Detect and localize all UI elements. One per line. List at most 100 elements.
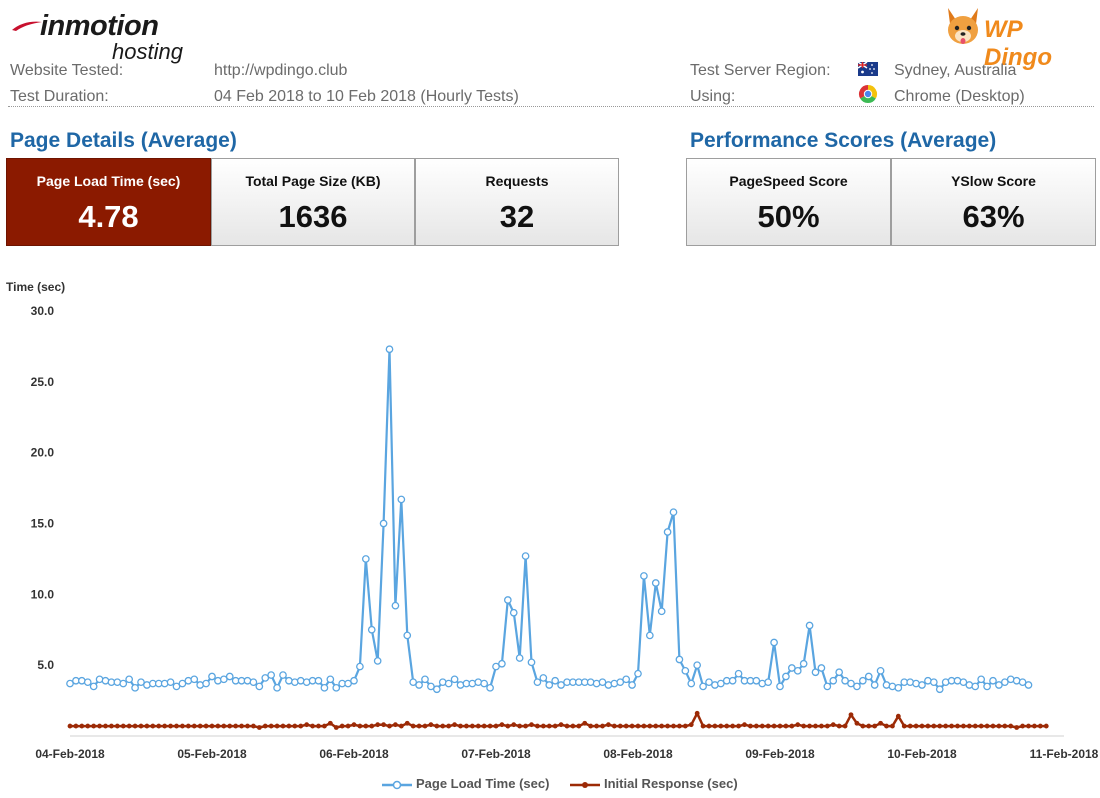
data-point-initial-response	[606, 722, 611, 728]
data-point-initial-response	[268, 723, 274, 729]
data-point-initial-response	[381, 722, 386, 728]
data-point-page-load	[515, 654, 524, 662]
data-point-initial-response	[801, 723, 807, 729]
data-point-initial-response	[854, 720, 860, 726]
data-point-page-load	[657, 607, 666, 616]
data-point-page-load	[391, 601, 400, 610]
data-point-initial-response	[742, 722, 747, 728]
data-point-page-load	[983, 682, 991, 691]
data-point-initial-response	[540, 723, 546, 729]
data-point-initial-response	[73, 723, 79, 729]
data-point-initial-response	[487, 723, 493, 729]
data-point-initial-response	[233, 723, 239, 729]
data-point-initial-response	[416, 723, 422, 729]
data-point-page-load	[509, 608, 518, 617]
data-point-initial-response	[434, 723, 440, 729]
data-point-page-load	[935, 685, 944, 694]
data-point-page-load	[918, 681, 926, 689]
data-point-page-load	[225, 672, 234, 681]
data-point-initial-response	[966, 723, 972, 729]
data-point-initial-response	[458, 723, 463, 729]
data-point-page-load	[864, 672, 873, 681]
total-page-size-label: Total Page Size (KB)	[245, 173, 381, 189]
data-point-page-load	[178, 679, 187, 688]
data-point-initial-response	[79, 723, 85, 729]
data-point-page-load	[699, 682, 707, 691]
yslow-score-value: 63%	[962, 199, 1025, 234]
data-point-initial-response	[174, 723, 179, 729]
data-point-initial-response	[333, 725, 339, 730]
data-point-initial-response	[339, 723, 345, 729]
data-point-page-load	[533, 678, 542, 687]
data-point-initial-response	[316, 723, 321, 729]
data-point-page-load	[598, 678, 607, 687]
data-point-initial-response	[209, 723, 215, 729]
data-point-initial-response	[481, 723, 487, 729]
requests-value: 32	[499, 199, 535, 234]
test-duration-value: 04 Feb 2018 to 10 Feb 2018 (Hourly Tests…	[214, 88, 519, 105]
data-point-page-load	[651, 579, 660, 587]
data-point-initial-response	[422, 723, 428, 729]
data-point-initial-response	[783, 723, 789, 729]
data-point-initial-response	[759, 723, 765, 729]
data-point-initial-response	[114, 723, 120, 729]
y-tick-label: 30.0	[31, 304, 55, 318]
data-point-page-load	[208, 672, 216, 681]
data-point-initial-response	[67, 723, 73, 729]
data-point-initial-response	[588, 723, 594, 729]
data-point-initial-response	[688, 722, 694, 728]
data-point-initial-response	[511, 722, 517, 728]
data-point-page-load	[989, 676, 997, 685]
data-point-initial-response	[842, 723, 848, 729]
data-point-initial-response	[925, 723, 931, 729]
data-point-page-load	[734, 669, 743, 678]
data-point-page-load	[823, 682, 832, 691]
data-point-initial-response	[789, 723, 795, 729]
data-point-initial-response	[700, 723, 706, 729]
data-point-initial-response	[493, 723, 499, 729]
data-point-initial-response	[671, 723, 676, 729]
data-point-page-load	[249, 678, 258, 687]
data-point-page-load	[503, 596, 512, 604]
data-point-initial-response	[629, 723, 635, 729]
data-point-page-load	[137, 678, 145, 687]
data-point-page-load	[415, 681, 423, 689]
data-point-initial-response	[144, 723, 150, 729]
data-point-initial-response	[1032, 723, 1037, 729]
data-point-initial-response	[387, 723, 392, 729]
data-point-page-load	[829, 676, 838, 685]
data-point-initial-response	[109, 723, 114, 729]
inmotion-hosting-logo: inmotion hosting	[10, 6, 210, 64]
data-point-page-load	[622, 675, 631, 684]
data-point-page-load	[645, 631, 654, 640]
data-point-initial-response	[623, 723, 629, 729]
data-point-page-load	[356, 662, 364, 671]
data-point-page-load	[870, 681, 879, 689]
data-point-initial-response	[517, 723, 523, 729]
data-point-page-load	[480, 679, 489, 688]
y-tick-label: 20.0	[31, 446, 55, 460]
pagespeed-score-card: PageSpeed Score 50%	[686, 158, 891, 246]
data-point-initial-response	[185, 723, 191, 729]
data-point-initial-response	[85, 723, 91, 729]
data-point-initial-response	[890, 723, 895, 729]
data-point-page-load	[521, 552, 530, 560]
data-point-page-load	[172, 682, 181, 691]
data-point-initial-response	[298, 723, 304, 729]
data-point-page-load	[367, 625, 376, 634]
data-point-page-load	[486, 683, 494, 692]
data-point-page-load	[705, 678, 713, 687]
data-point-page-load	[876, 666, 885, 675]
test-duration-label: Test Duration:	[10, 88, 109, 105]
data-point-page-load	[409, 678, 418, 687]
yslow-score-card: YSlow Score 63%	[891, 158, 1096, 246]
data-point-initial-response	[262, 723, 268, 729]
data-point-initial-response	[600, 723, 605, 729]
data-point-initial-response	[682, 723, 688, 729]
data-point-initial-response	[274, 723, 280, 729]
data-point-initial-response	[665, 723, 670, 729]
data-point-initial-response	[647, 723, 653, 729]
inmotion-wordmark: inmotion	[40, 10, 159, 42]
requests-card: Requests 32	[415, 158, 619, 246]
data-point-initial-response	[611, 723, 617, 729]
